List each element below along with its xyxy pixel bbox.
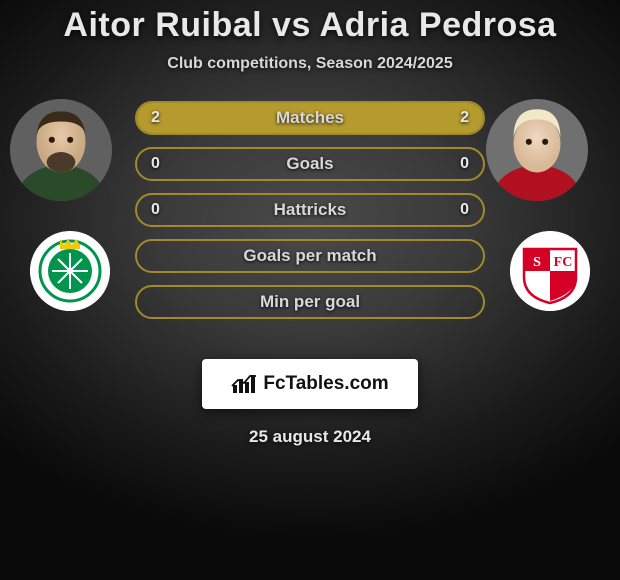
stat-label: Goals per match xyxy=(243,246,376,266)
svg-text:FC: FC xyxy=(554,255,573,270)
stat-bar: 0 0 Hattricks xyxy=(135,193,485,227)
page-subtitle: Club competitions, Season 2024/2025 xyxy=(167,55,452,73)
stat-label: Hattricks xyxy=(274,200,347,220)
stat-bar: 0 0 Goals xyxy=(135,147,485,181)
stat-value-left: 2 xyxy=(151,109,160,127)
stat-bar: Min per goal xyxy=(135,285,485,319)
stat-label: Goals xyxy=(286,154,333,174)
player-photo-right xyxy=(486,99,588,201)
betis-crest-icon xyxy=(30,231,110,311)
brand-box: FcTables.com xyxy=(202,359,418,409)
stat-bar: 2 2 Matches xyxy=(135,101,485,135)
page-title: Aitor Ruibal vs Adria Pedrosa xyxy=(63,6,556,45)
chart-icon xyxy=(231,373,257,395)
svg-text:S: S xyxy=(533,255,541,270)
stat-bar: Goals per match xyxy=(135,239,485,273)
brand-text: FcTables.com xyxy=(263,373,388,395)
stat-bars: 2 2 Matches 0 0 Goals 0 0 Hattricks Goals per mat… xyxy=(135,101,485,319)
stat-value-right: 2 xyxy=(460,109,469,127)
infographic-date: 25 august 2024 xyxy=(249,427,371,447)
stat-value-right: 0 xyxy=(460,201,469,219)
comparison-arena: S FC 2 2 Matches 0 0 Goals 0 0 Hattricks Goals pe… xyxy=(0,101,620,341)
stat-value-right: 0 xyxy=(460,155,469,173)
sevilla-crest-icon: S FC xyxy=(510,231,590,311)
stat-label: Min per goal xyxy=(260,292,360,312)
club-logo-left xyxy=(30,231,110,311)
player-photo-left xyxy=(10,99,112,201)
club-logo-right: S FC xyxy=(510,231,590,311)
avatar-right-icon xyxy=(486,99,588,201)
stat-value-left: 0 xyxy=(151,155,160,173)
avatar-left-icon xyxy=(10,99,112,201)
stat-label: Matches xyxy=(276,108,344,128)
stat-value-left: 0 xyxy=(151,201,160,219)
content-root: Aitor Ruibal vs Adria Pedrosa Club compe… xyxy=(0,0,620,580)
